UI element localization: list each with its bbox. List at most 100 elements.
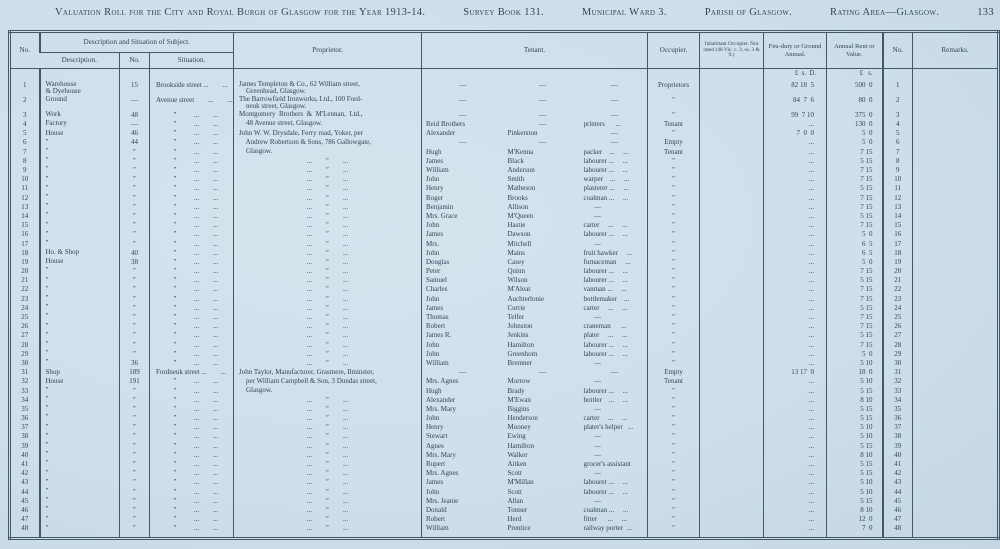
cell-annual-rent: 6 5 (826, 238, 883, 249)
cell-entry-no: 31 (21, 368, 29, 377)
cell-inhabitant-occupier (699, 211, 764, 221)
cell-description: ″ (38, 450, 120, 460)
cell-entry-no: 15 (21, 221, 29, 230)
cell-proprietor: ... ″ ... (233, 340, 422, 350)
cell-entry-no: 29 (21, 349, 29, 358)
cell-situation: ″ ... ... (149, 156, 234, 166)
cell-occupier: ″ (647, 358, 700, 368)
cell-situation: ″ ... ... (149, 110, 234, 120)
cell-tenant-surname: Allan (507, 496, 524, 505)
cell-occupier: ″ (647, 202, 700, 212)
table-row: 29 ″ ″ ″ ... ...... ″ ... John Greenhorn labo… (10, 349, 999, 359)
cell-tenant-occupation: — (610, 138, 618, 147)
cell-feu-duty: ... (763, 303, 827, 313)
cell-street-no: ″ (119, 229, 150, 239)
cell-description: ″ (38, 266, 120, 276)
cell-annual-rent: 7 15 (826, 294, 883, 304)
cell-annual-rent: 130 0 (826, 119, 883, 129)
cell-tenant-surname: Black (507, 156, 524, 165)
cell-street-no: ″ (119, 395, 150, 405)
cell-description: House (38, 376, 120, 386)
cell-proprietor: ... ″ ... (233, 165, 422, 175)
cell-proprietor: ... ″ ... (233, 321, 422, 331)
cell-tenant-surname: Brooks (507, 193, 528, 202)
cell-street-no: ″ (119, 156, 150, 166)
cell-remarks (912, 174, 999, 184)
cell-description: ″ (38, 303, 120, 313)
table-row: 12 ″ ″ ″ ... ...... ″ ... Roger Brooks coalma… (10, 193, 999, 203)
cell-description: ″ (38, 340, 120, 350)
cell-proprietor: ... ″ ... (233, 514, 422, 524)
cell-inhabitant-occupier (699, 459, 764, 469)
cell-remarks (912, 404, 999, 414)
cell-proprietor: ... ″ ... (233, 275, 422, 285)
cell-inhabitant-occupier (699, 376, 764, 386)
cell-remarks (912, 238, 999, 249)
cell-entry-no-right: 15 (881, 220, 913, 230)
cell-street-no: ″ (119, 294, 150, 304)
cell-tenant-occupation: — (583, 239, 601, 248)
cell-tenant-occupation: — (610, 80, 618, 89)
cell-tenant-surname: Quinn (507, 267, 526, 276)
spacer-cell (763, 532, 827, 539)
cell-proprietor: ... ″ ... (233, 211, 422, 221)
cell-occupier: ″ (647, 422, 700, 432)
cell-entry-no-right: 14 (881, 211, 913, 221)
table-row: 3 Work 48 ″ ... ... Montgomery Brothers & M… (10, 110, 999, 120)
cell-remarks (912, 284, 999, 295)
cell-occupier: ″ (647, 266, 700, 276)
cell-situation: ″ ... ... (149, 284, 234, 295)
cell-tenant-surname: Hamilton (507, 340, 534, 349)
cell-entry-no-right: 47 (881, 514, 913, 524)
cell-entry-no-right: 19 (881, 257, 913, 267)
cell-tenant-surname: Prentice (507, 524, 531, 533)
units-spacer (647, 68, 700, 80)
cell-inhabitant-occupier (699, 147, 764, 157)
units-spacer (119, 68, 150, 80)
cell-inhabitant-occupier (699, 505, 764, 515)
cell-tenant-occupation: — (583, 441, 601, 450)
cell-occupier: ″ (647, 459, 700, 469)
cell-feu-duty: ... (763, 119, 827, 129)
cell-inhabitant-occupier (699, 496, 764, 506)
col-header-description: Description. (39, 52, 120, 69)
cell-situation: ″ ... ... (149, 238, 234, 249)
table-footer (10, 532, 999, 539)
cell-entry-no-right: 5 (881, 128, 913, 138)
cell-remarks (912, 202, 999, 212)
table-row: 23 ″ ″ ″ ... ...... ″ ... John Auchterlonie b… (10, 294, 999, 304)
cell-remarks (912, 376, 999, 386)
cell-street-no: ″ (119, 477, 150, 487)
cell-situation: ″ ... ... (149, 450, 234, 460)
cell-street-no: ″ (119, 174, 150, 184)
cell-tenant-occupation: warper ... ... (583, 175, 630, 184)
cell-annual-rent: 375 0 (826, 110, 883, 120)
cell-tenant-surname: Morrow (507, 377, 531, 386)
cell-occupier: ″ (647, 284, 700, 295)
units-spacer (149, 68, 234, 80)
cell-tenant-surname: Biggins (507, 404, 530, 413)
cell-street-no: ″ (119, 321, 150, 331)
cell-tenant-surname: Scott (507, 469, 522, 478)
cell-entry-no-right: 41 (881, 459, 913, 469)
cell-tenant-occupation: labourer ... ... (583, 340, 628, 349)
cell-tenant-surname: Smith (507, 175, 525, 184)
cell-description: ″ (38, 275, 120, 285)
cell-proprietor: ... ″ ... (233, 248, 422, 258)
cell-tenant-forename: Rupert (421, 459, 504, 469)
cell-description: Factory (38, 119, 120, 129)
cell-situation: ″ ... ... (149, 193, 234, 203)
cell-tenant-surname: Walker (507, 450, 528, 459)
cell-remarks (912, 119, 999, 129)
cell-feu-duty: ... (763, 487, 827, 497)
cell-tenant-occupation: vanman ... ... (583, 285, 627, 294)
cell-situation: ″ ... ... (149, 431, 234, 442)
cell-tenant-forename: John (421, 174, 504, 184)
cell-remarks (912, 312, 999, 322)
cell-street-no: ″ (119, 165, 150, 175)
cell-inhabitant-occupier (699, 79, 764, 95)
cell-situation: ″ ... ... (149, 385, 234, 396)
cell-inhabitant-occupier (699, 514, 764, 524)
cell-entry-no-right: 27 (881, 330, 913, 340)
cell-proprietor: John Taylor, Manufacturer, Grasmere, Ilm… (233, 367, 422, 377)
